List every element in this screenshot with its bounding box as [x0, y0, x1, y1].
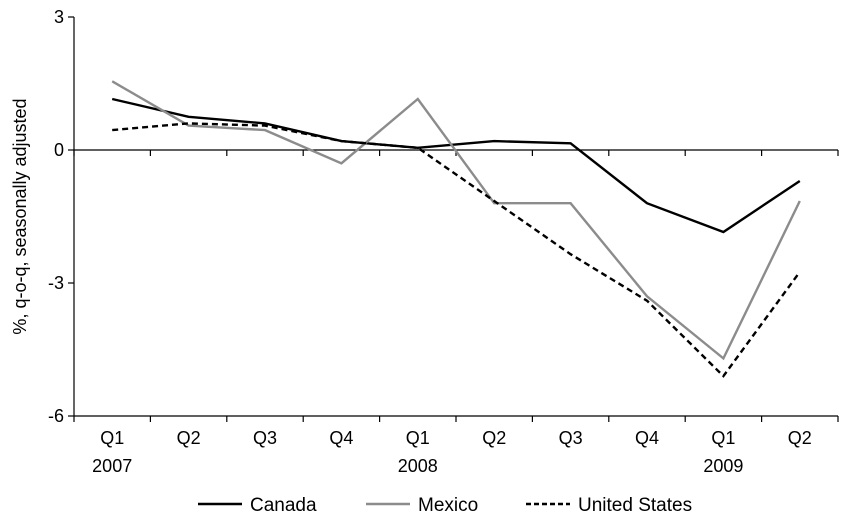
y-axis-ticks: 3 0 -3 -6 — [48, 7, 74, 426]
x-tick-label: Q4 — [329, 428, 353, 448]
series-lines — [111, 80, 801, 378]
x-tick-label: Q2 — [788, 428, 812, 448]
y-axis-title: %, q-o-q, seasonally adjusted — [10, 98, 30, 334]
x-tick-label: Q1 — [711, 428, 735, 448]
y-tick-label: -6 — [48, 406, 64, 426]
y-tick-label: -3 — [48, 273, 64, 293]
x-tick-label: Q3 — [559, 428, 583, 448]
y-tick-label: 3 — [54, 7, 64, 27]
series-line-united-states — [112, 122, 801, 378]
legend: Canada Mexico United States — [198, 495, 692, 516]
x-tick-label: Q2 — [482, 428, 506, 448]
x-tick-label: Q3 — [253, 428, 277, 448]
x-year-label: 2009 — [703, 456, 743, 476]
series-line-mexico — [111, 80, 801, 361]
x-year-label: 2008 — [398, 456, 438, 476]
y-tick-label: 0 — [54, 140, 64, 160]
x-year-label: 2007 — [92, 456, 132, 476]
x-tick-label: Q1 — [406, 428, 430, 448]
legend-label-mexico: Mexico — [418, 495, 478, 516]
legend-label-united-states: United States — [578, 495, 692, 516]
x-tick-label: Q1 — [100, 428, 124, 448]
x-tick-label: Q4 — [635, 428, 659, 448]
x-axis-ticks: Q1 Q2 Q3 Q4 Q1 Q2 Q3 Q4 Q1 Q2 2007 2008 2009 — [73, 150, 839, 476]
series-line-canada — [111, 97, 801, 234]
x-tick-label: Q2 — [177, 428, 201, 448]
legend-label-canada: Canada — [250, 495, 317, 516]
